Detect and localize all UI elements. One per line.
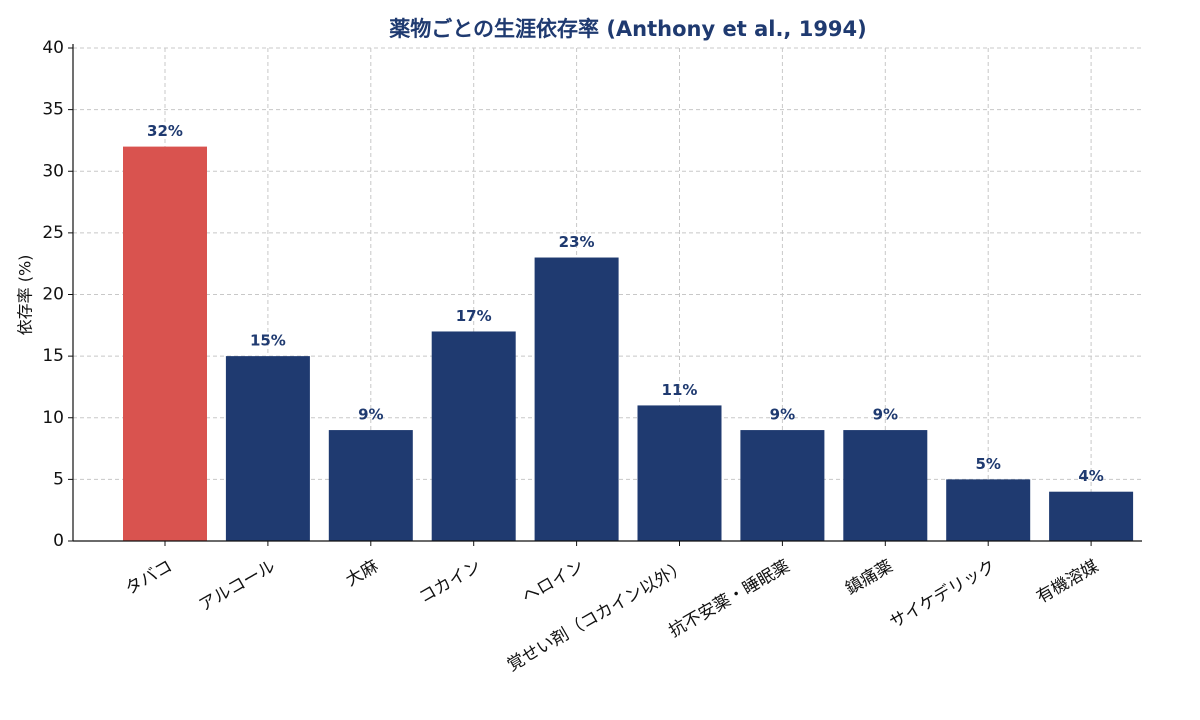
value-label: 5% <box>975 455 1000 473</box>
y-tick-label: 20 <box>42 285 64 305</box>
bar <box>740 430 825 541</box>
bar <box>225 356 310 541</box>
y-tick-label: 30 <box>42 161 64 181</box>
bar <box>431 331 516 541</box>
value-label: 17% <box>456 307 492 325</box>
bar <box>843 430 928 541</box>
x-tick-label: 有機溶媒 <box>1033 556 1102 607</box>
x-tick-label: 覚せい剤（コカイン以外） <box>504 556 691 675</box>
y-tick-label: 35 <box>42 100 64 120</box>
x-tick-label: ヘロイン <box>519 556 588 607</box>
x-tick-label: サイケデリック <box>886 555 999 633</box>
bar <box>534 257 619 541</box>
y-tick-label: 10 <box>42 408 64 428</box>
value-label: 9% <box>358 406 383 424</box>
bar <box>123 146 207 541</box>
y-axis-label: 依存率 (%) <box>16 255 35 336</box>
value-label: 32% <box>147 122 183 140</box>
value-label: 4% <box>1078 467 1103 485</box>
value-label: 9% <box>770 406 795 424</box>
x-tick-label: タバコ <box>122 556 176 599</box>
x-tick-label: コカイン <box>416 556 485 607</box>
x-tick-label: 鎮痛薬 <box>842 556 896 599</box>
value-label: 23% <box>559 233 595 251</box>
y-tick-label: 0 <box>53 531 64 551</box>
bar <box>328 430 413 541</box>
bar <box>637 405 722 541</box>
value-label: 15% <box>250 332 286 350</box>
y-tick-label: 40 <box>42 38 64 58</box>
value-label: 9% <box>873 406 898 424</box>
y-tick-label: 25 <box>42 223 64 243</box>
bar <box>1049 491 1134 541</box>
bar <box>946 479 1031 541</box>
y-tick-label: 15 <box>42 346 64 366</box>
y-tick-label: 5 <box>53 469 64 489</box>
value-label: 11% <box>662 381 698 399</box>
chart-title: 薬物ごとの生涯依存率 (Anthony et al., 1994) <box>389 17 867 41</box>
x-tick-label: 大麻 <box>342 556 381 590</box>
x-tick-label: アルコール <box>196 556 279 616</box>
